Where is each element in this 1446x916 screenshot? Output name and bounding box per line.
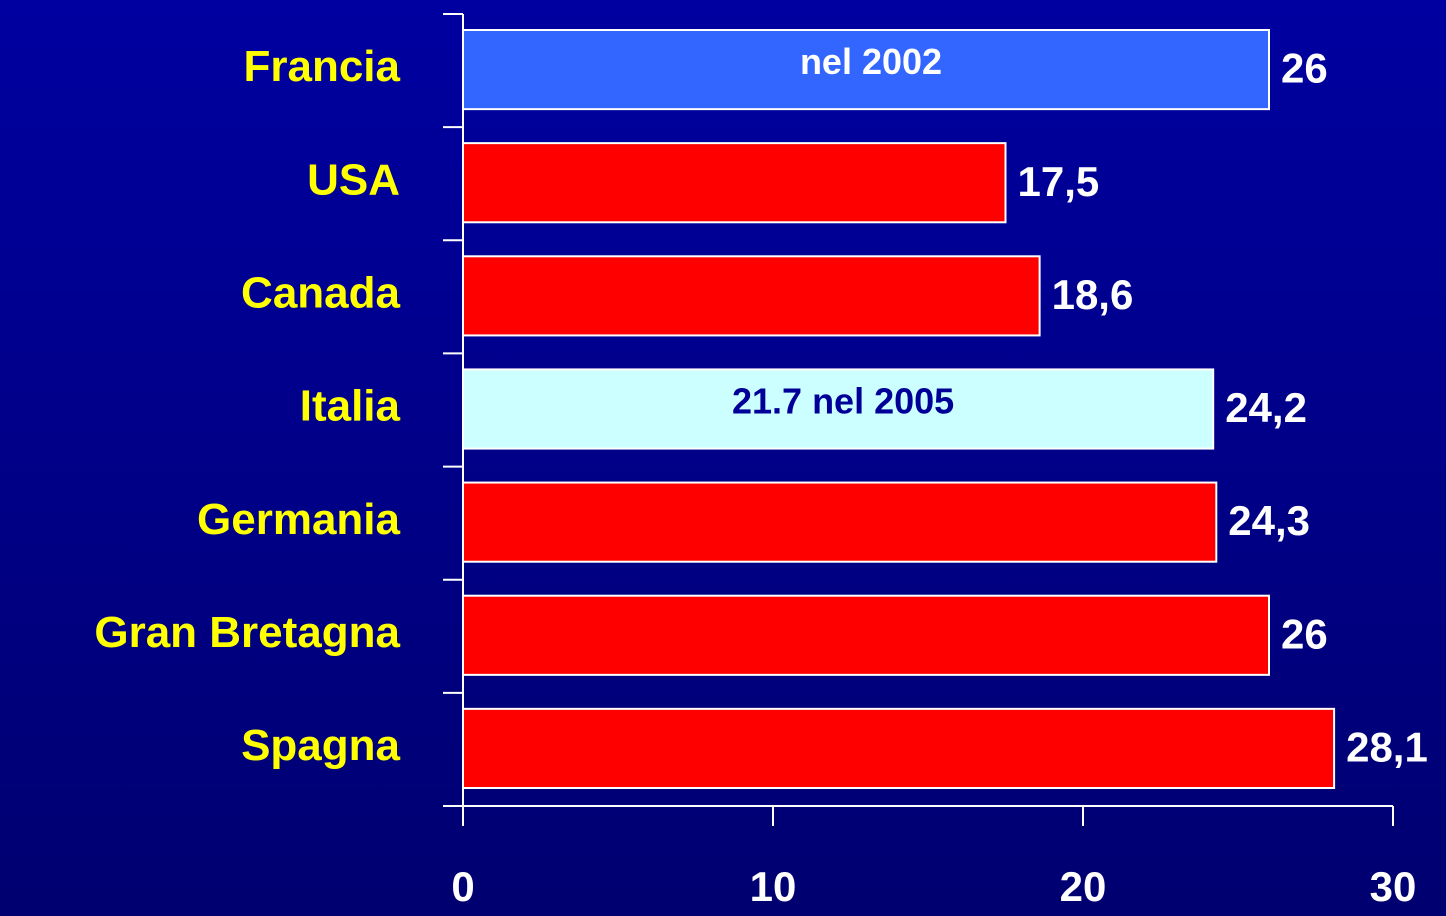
x-tick-label: 0 <box>451 863 474 910</box>
bar <box>462 368 1215 450</box>
bar <box>462 481 1218 563</box>
category-label: Spagna <box>241 721 400 770</box>
x-tick-label: 10 <box>750 863 797 910</box>
value-label: 24,2 <box>1225 384 1307 431</box>
bar-annotation: 21.7 nel 2005 <box>732 381 954 422</box>
value-label: 24,3 <box>1228 497 1310 544</box>
category-label: USA <box>307 155 400 204</box>
value-label: 17,5 <box>1018 158 1100 205</box>
bar <box>462 142 1007 224</box>
value-label: 26 <box>1281 45 1328 92</box>
category-label: Canada <box>241 268 400 317</box>
value-label: 26 <box>1281 610 1328 657</box>
x-tick-label: 30 <box>1370 863 1417 910</box>
value-label: 18,6 <box>1052 271 1134 318</box>
category-label: Francia <box>243 42 400 91</box>
bar-annotation: nel 2002 <box>800 41 942 82</box>
bar <box>462 594 1270 676</box>
x-tick-label: 20 <box>1060 863 1107 910</box>
bar <box>462 255 1041 337</box>
category-label: Gran Bretagna <box>94 608 400 657</box>
bar <box>462 707 1336 789</box>
category-label: Germania <box>197 495 401 544</box>
value-label: 28,1 <box>1346 724 1428 771</box>
bar <box>462 29 1270 111</box>
category-label: Italia <box>300 382 401 431</box>
